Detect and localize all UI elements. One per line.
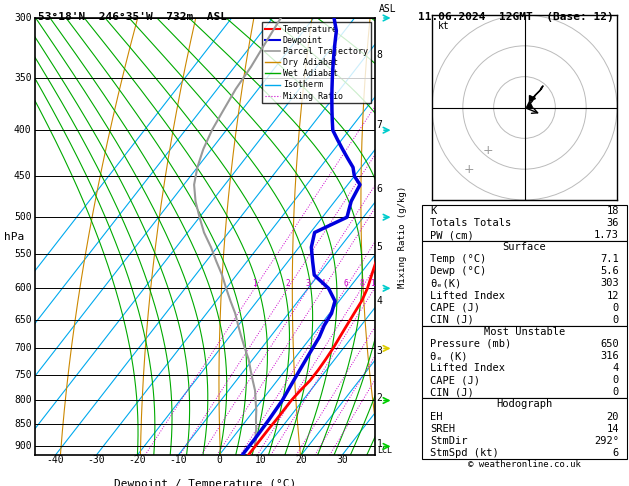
Bar [422, 326, 627, 399]
Text: 650: 650 [14, 314, 31, 325]
Text: 650: 650 [600, 339, 619, 349]
Text: LCL: LCL [377, 446, 392, 455]
Text: Temp (°C): Temp (°C) [430, 254, 486, 264]
Text: 3: 3 [377, 346, 382, 356]
Text: 350: 350 [14, 73, 31, 83]
Text: 36: 36 [606, 218, 619, 228]
Text: 7.1: 7.1 [600, 254, 619, 264]
Text: 18: 18 [606, 206, 619, 216]
Text: Dewp (°C): Dewp (°C) [430, 266, 486, 277]
Text: K: K [430, 206, 437, 216]
Text: Pressure (mb): Pressure (mb) [430, 339, 511, 349]
Text: 20: 20 [296, 455, 307, 465]
Text: 10: 10 [370, 279, 379, 288]
Text: 4: 4 [613, 363, 619, 373]
Text: 5: 5 [377, 242, 382, 252]
Text: CAPE (J): CAPE (J) [430, 303, 480, 312]
Text: 11.06.2024  12GMT  (Base: 12): 11.06.2024 12GMT (Base: 12) [418, 12, 614, 22]
Text: 4: 4 [377, 296, 382, 306]
Text: 1: 1 [252, 279, 257, 288]
Text: 850: 850 [14, 419, 31, 429]
Text: CAPE (J): CAPE (J) [430, 375, 480, 385]
Text: 0: 0 [216, 455, 222, 465]
Text: 800: 800 [14, 396, 31, 405]
Text: 0: 0 [613, 387, 619, 398]
Text: 400: 400 [14, 125, 31, 135]
Text: StmSpd (kt): StmSpd (kt) [430, 448, 499, 458]
Text: 8: 8 [377, 50, 382, 60]
Text: 500: 500 [14, 212, 31, 222]
Text: © weatheronline.co.uk: © weatheronline.co.uk [468, 460, 581, 469]
Text: Surface: Surface [503, 242, 547, 252]
Text: SREH: SREH [430, 424, 455, 434]
Text: 20: 20 [606, 412, 619, 421]
Text: PW (cm): PW (cm) [430, 230, 474, 240]
Text: CIN (J): CIN (J) [430, 387, 474, 398]
Text: kt: kt [438, 20, 449, 31]
Bar [422, 241, 627, 326]
Text: 8: 8 [359, 279, 364, 288]
Text: 700: 700 [14, 344, 31, 353]
Text: +: + [482, 144, 493, 157]
Text: 5.6: 5.6 [600, 266, 619, 277]
Text: 300: 300 [14, 13, 31, 23]
Text: 316: 316 [600, 351, 619, 361]
Text: 7: 7 [377, 120, 382, 130]
Text: 2: 2 [286, 279, 290, 288]
Text: 303: 303 [600, 278, 619, 289]
Text: -20: -20 [128, 455, 146, 465]
Text: StmDir: StmDir [430, 436, 467, 446]
Text: 4: 4 [321, 279, 326, 288]
Bar [422, 399, 627, 459]
Text: Lifted Index: Lifted Index [430, 291, 505, 300]
Text: 292°: 292° [594, 436, 619, 446]
Text: Totals Totals: Totals Totals [430, 218, 511, 228]
Text: Lifted Index: Lifted Index [430, 363, 505, 373]
Text: 10: 10 [254, 455, 266, 465]
Text: 6: 6 [343, 279, 348, 288]
Text: 14: 14 [606, 424, 619, 434]
Text: +: + [464, 163, 474, 175]
Text: 750: 750 [14, 370, 31, 381]
Text: 1.73: 1.73 [594, 230, 619, 240]
Text: -10: -10 [170, 455, 187, 465]
Text: 0: 0 [613, 315, 619, 325]
Text: 600: 600 [14, 283, 31, 294]
Text: θₑ (K): θₑ (K) [430, 351, 467, 361]
Text: 450: 450 [14, 171, 31, 181]
Text: 6: 6 [613, 448, 619, 458]
Text: Most Unstable: Most Unstable [484, 327, 565, 337]
Text: 900: 900 [14, 441, 31, 451]
Text: Mixing Ratio (g/kg): Mixing Ratio (g/kg) [398, 186, 407, 288]
Text: 0: 0 [613, 303, 619, 312]
Text: 6: 6 [377, 184, 382, 194]
Legend: Temperature, Dewpoint, Parcel Trajectory, Dry Adiabat, Wet Adiabat, Isotherm, Mi: Temperature, Dewpoint, Parcel Trajectory… [262, 22, 371, 104]
Text: Hodograph: Hodograph [496, 399, 553, 410]
Text: EH: EH [430, 412, 443, 421]
Text: hPa: hPa [4, 231, 25, 242]
Text: -30: -30 [87, 455, 105, 465]
Text: 550: 550 [14, 249, 31, 260]
Text: θₑ(K): θₑ(K) [430, 278, 461, 289]
Text: 0: 0 [613, 375, 619, 385]
Text: Dewpoint / Temperature (°C): Dewpoint / Temperature (°C) [114, 479, 296, 486]
Text: 3: 3 [306, 279, 311, 288]
Text: -40: -40 [47, 455, 64, 465]
Text: 30: 30 [337, 455, 348, 465]
Text: 1: 1 [377, 439, 382, 449]
Text: 12: 12 [606, 291, 619, 300]
Bar [422, 205, 627, 241]
Text: 53°18'N  246°35'W  732m  ASL: 53°18'N 246°35'W 732m ASL [38, 12, 226, 22]
Text: km
ASL: km ASL [379, 0, 396, 14]
Text: 2: 2 [377, 393, 382, 403]
Text: CIN (J): CIN (J) [430, 315, 474, 325]
